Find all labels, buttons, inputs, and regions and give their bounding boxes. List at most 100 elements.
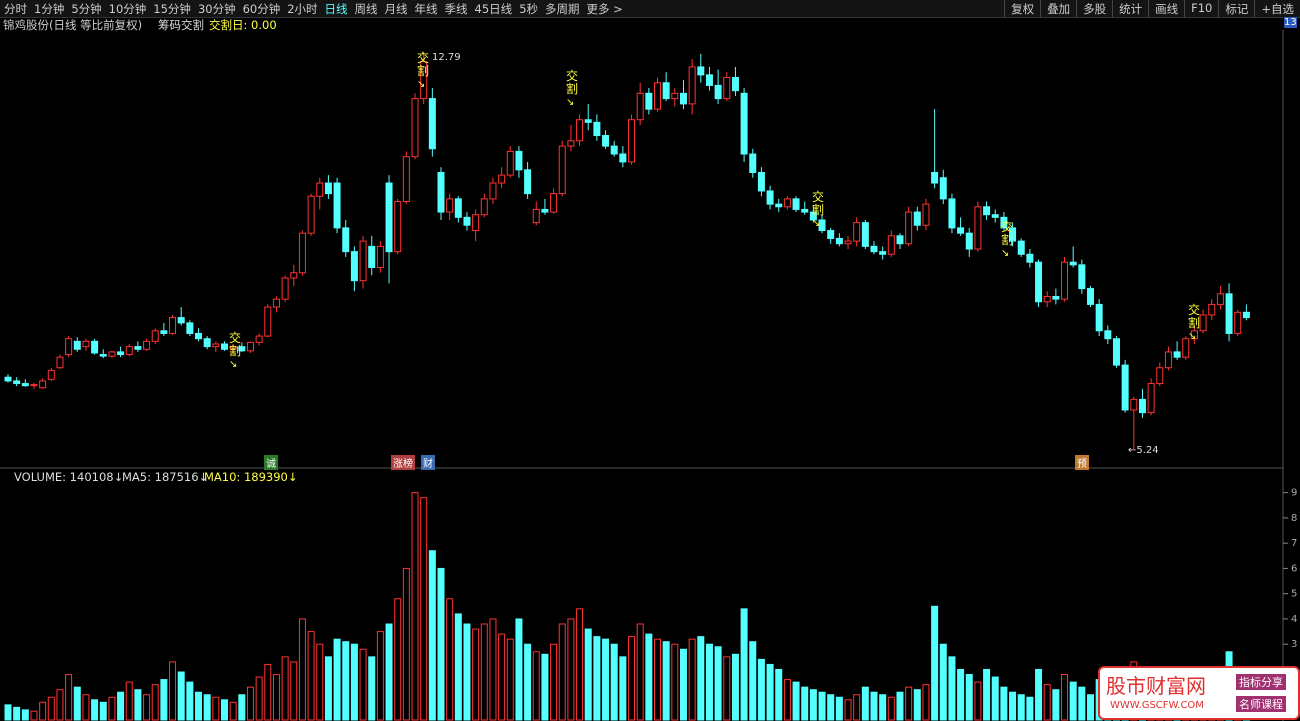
candle-body [1104, 330, 1112, 340]
tool-button[interactable]: 多股 [1076, 0, 1112, 18]
period-tab[interactable]: 60分钟 [242, 2, 281, 16]
period-tab[interactable]: 周线 [354, 2, 378, 16]
event-tag[interactable]: 涨榜 [391, 455, 415, 470]
indicator-name[interactable]: 筹码交割 [158, 18, 204, 32]
candle-body [385, 182, 393, 253]
tool-button[interactable]: 统计 [1112, 0, 1148, 18]
period-tab[interactable]: 季线 [444, 2, 468, 16]
period-tab[interactable]: 45日线 [474, 2, 513, 16]
volume-bar [558, 623, 566, 721]
candle-body [844, 240, 852, 245]
period-tab[interactable]: 30分钟 [197, 2, 236, 16]
tool-button[interactable]: 叠加 [1040, 0, 1076, 18]
volume-bar [376, 631, 384, 721]
candle-body [177, 317, 185, 324]
delivery-marker: 交割 ↘ [1001, 221, 1014, 260]
stock-name: 锦鸡股份(日线 等比前复权) [3, 18, 143, 32]
candle-body [593, 121, 601, 137]
volume-bar [195, 691, 203, 721]
tool-button[interactable]: 画线 [1148, 0, 1184, 18]
volume-bar [896, 691, 904, 721]
volume-bar [948, 656, 956, 721]
volume-bar [420, 497, 428, 721]
volume-bar [628, 636, 636, 721]
period-tab[interactable]: 1分钟 [34, 2, 65, 16]
volume-bar [1035, 668, 1043, 721]
volume-bar [82, 694, 90, 721]
delivery-text: 交割 [1188, 303, 1201, 330]
tool-button[interactable]: 标记 [1218, 0, 1254, 18]
period-tab[interactable]: 更多 > [586, 2, 623, 16]
period-tab[interactable]: 5秒 [519, 2, 539, 16]
candle-body [99, 354, 107, 357]
volume-bar [108, 696, 116, 721]
volume-bar [446, 598, 454, 721]
candle-body [1095, 303, 1103, 332]
period-tab[interactable]: 多周期 [545, 2, 580, 16]
volume-bar [160, 679, 168, 721]
volume-bar [524, 643, 532, 721]
volume-bar [1043, 684, 1051, 721]
tool-button[interactable]: F10 [1184, 0, 1218, 18]
volume-bar [654, 638, 661, 721]
candle-body [56, 356, 64, 369]
period-tab[interactable]: 月线 [384, 2, 408, 16]
volume-bar [359, 648, 367, 721]
candle-body [1061, 261, 1069, 300]
candle-body [21, 383, 29, 387]
volume-bar [480, 623, 488, 721]
period-tab[interactable]: 10分钟 [108, 2, 147, 16]
period-tab[interactable]: 分时 [4, 2, 27, 16]
candle-body [1000, 216, 1008, 229]
volume-bar [714, 646, 722, 721]
candle-body [654, 82, 661, 110]
candle-body [376, 245, 384, 268]
event-tag[interactable]: 财 [421, 455, 435, 470]
period-tab[interactable]: 15分钟 [153, 2, 191, 16]
period-tab[interactable]: 5分钟 [71, 2, 102, 16]
volume-bar [463, 623, 471, 721]
volume-bar [602, 638, 610, 721]
candle-body [792, 198, 800, 210]
volume-bar [740, 608, 748, 721]
tool-button[interactable]: 复权 [1004, 0, 1040, 18]
event-tag[interactable]: 预 [1075, 455, 1089, 470]
volume-bar [506, 638, 514, 721]
period-tab[interactable]: 2小时 [287, 2, 318, 16]
volume-bar [1000, 686, 1008, 721]
delivery-arrow: ↘ [812, 218, 821, 229]
event-tag[interactable]: 诚 [264, 455, 278, 470]
volume-bar [853, 694, 861, 721]
tool-button[interactable]: +自选 [1254, 0, 1300, 18]
volume-bar [428, 550, 436, 721]
candle-body [801, 208, 809, 213]
volume-bar [30, 710, 38, 721]
candle-body [913, 211, 921, 226]
candle-body [30, 384, 38, 387]
candle-body [342, 227, 350, 253]
period-tab[interactable]: 年线 [414, 2, 438, 16]
candle-body [221, 343, 228, 350]
candle-body [1190, 330, 1198, 340]
candle-body [143, 340, 151, 350]
volume-bar [913, 689, 921, 721]
period-tab[interactable]: 日线 [324, 2, 348, 16]
y-tick-label: 9 [1291, 488, 1297, 499]
candle-body [420, 61, 428, 100]
volume-bar [593, 636, 601, 721]
volume-label: VOLUME: 140108↓ [14, 470, 124, 484]
volume-bar [177, 671, 185, 721]
candle-body [983, 206, 991, 216]
delivery-arrow: ↘ [566, 97, 575, 108]
volume-bar [887, 696, 895, 721]
volume-bar [1009, 691, 1017, 721]
volume-bar [801, 686, 809, 721]
volume-bar [56, 689, 64, 721]
volume-bar [645, 633, 653, 721]
candle-body [697, 66, 705, 76]
delivery-marker: 交割 ↘ [1188, 304, 1201, 343]
candle-body [229, 346, 237, 350]
candle-body [584, 119, 592, 123]
volume-bar [905, 686, 913, 721]
y-tick-label: 4 [1291, 614, 1297, 625]
